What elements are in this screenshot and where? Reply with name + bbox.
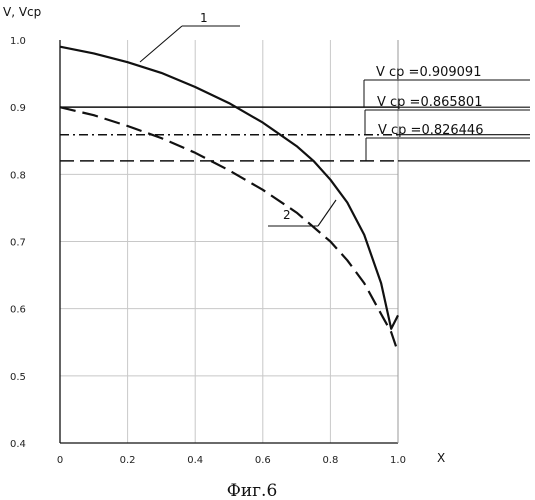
reference-line-label: V cp =0.909091 bbox=[376, 65, 481, 80]
series-2-curve bbox=[60, 107, 398, 352]
annotations: 12 bbox=[140, 11, 336, 226]
y-tick-label: 0.8 bbox=[10, 170, 26, 181]
series-lines bbox=[60, 47, 398, 353]
reference-line-label: V cp =0.865801 bbox=[377, 95, 482, 110]
curve-2-label: 2 bbox=[283, 208, 291, 222]
y-tick-label: 0.9 bbox=[10, 103, 26, 114]
y-tick-label: 0.5 bbox=[10, 372, 26, 383]
x-tick-label: 0 bbox=[57, 455, 63, 466]
curve-1-label: 1 bbox=[200, 11, 208, 25]
x-tick-label: 0.6 bbox=[255, 455, 271, 466]
grid-lines bbox=[60, 40, 398, 443]
series-1-curve bbox=[60, 47, 398, 329]
reference-line-label: V cp =0.826446 bbox=[378, 123, 483, 138]
x-axis-label: X bbox=[437, 451, 445, 465]
y-tick-label: 0.7 bbox=[10, 238, 26, 249]
curve-2-leader bbox=[318, 200, 336, 226]
curve-1-leader bbox=[140, 26, 182, 62]
x-tick-label: 0.4 bbox=[187, 455, 203, 466]
y-axis-label: V, Vcp bbox=[3, 5, 41, 19]
x-tick-label: 0.2 bbox=[120, 455, 136, 466]
y-tick-label: 0.4 bbox=[10, 439, 26, 450]
x-tick-label: 1.0 bbox=[390, 455, 406, 466]
y-tick-label: 0.6 bbox=[10, 305, 26, 316]
x-tick-labels: 0 0.2 0.4 0.6 0.8 1.0 bbox=[57, 455, 406, 466]
x-tick-label: 0.8 bbox=[322, 455, 338, 466]
figure-caption: Фиг.6 bbox=[227, 481, 278, 500]
y-tick-label: 1.0 bbox=[10, 36, 26, 47]
y-tick-labels: 0.4 0.5 0.6 0.7 0.8 0.9 1.0 bbox=[10, 36, 26, 450]
reference-lines: V cp =0.909091 V cp =0.865801 V cp =0.8264… bbox=[60, 65, 530, 161]
